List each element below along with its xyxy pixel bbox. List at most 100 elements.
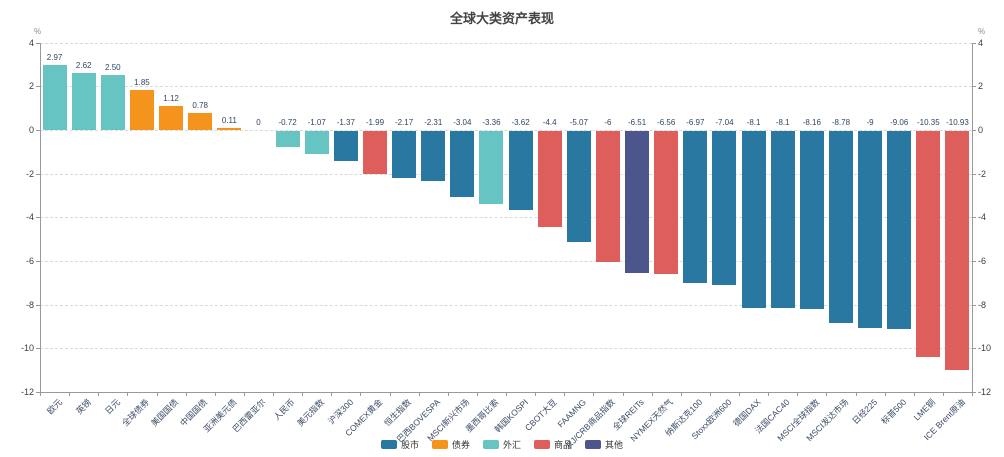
bar[interactable] <box>654 131 679 275</box>
bar[interactable] <box>799 131 824 310</box>
bar[interactable] <box>71 72 96 130</box>
legend-swatch-bond <box>431 440 448 449</box>
x-axis-tick <box>535 392 537 396</box>
x-axis-tick <box>69 392 71 396</box>
ytick-right <box>972 348 976 350</box>
y-axis-label-left: -4 <box>25 212 34 223</box>
legend-swatch-commodity <box>534 440 550 449</box>
bar[interactable] <box>392 131 417 179</box>
bar[interactable] <box>916 131 941 357</box>
x-axis-label: 美国国债 <box>149 397 181 429</box>
legend-item-other[interactable]: 其他 <box>585 438 623 451</box>
bar-value-label: -8.1 <box>746 118 761 127</box>
axis-unit-right: % <box>978 26 986 36</box>
bar[interactable] <box>508 131 533 211</box>
x-axis-tick <box>360 392 362 396</box>
x-axis-label: 欧元 <box>44 397 64 417</box>
y-axis-label-right: -10 <box>978 343 992 354</box>
bar[interactable] <box>333 131 358 161</box>
x-axis-label: 美元指数 <box>294 397 326 429</box>
y-axis-label-left: 0 <box>28 125 34 135</box>
x-axis-tick <box>273 392 274 396</box>
ytick-left <box>36 261 40 262</box>
y-axis-label-right: 4 <box>978 37 984 48</box>
bar-value-label: -6.97 <box>686 118 705 127</box>
ytick-right <box>972 217 976 219</box>
ytick-right <box>972 304 976 306</box>
bar[interactable] <box>537 131 562 228</box>
bar-value-label: -1.07 <box>307 118 326 127</box>
x-axis-tick <box>506 392 507 396</box>
bar[interactable] <box>566 131 591 242</box>
x-axis-tick <box>739 392 740 396</box>
bar[interactable] <box>188 112 213 130</box>
bar-value-label: -10.35 <box>916 118 940 127</box>
y-axis-line-left <box>40 42 41 392</box>
bar[interactable] <box>770 131 795 308</box>
bar[interactable] <box>421 131 446 182</box>
x-axis-tick <box>214 392 216 396</box>
legend-item-fx[interactable]: 外汇 <box>482 438 521 451</box>
bar[interactable] <box>129 89 154 130</box>
bar[interactable] <box>887 131 912 329</box>
x-axis-tick <box>156 392 158 396</box>
x-axis-tick <box>40 392 41 396</box>
bar[interactable] <box>683 131 708 284</box>
bar[interactable] <box>275 131 300 147</box>
y-axis-label-right: 0 <box>978 125 984 135</box>
bar[interactable] <box>450 131 475 198</box>
legend-label: 外汇 <box>502 440 521 450</box>
x-axis-tick <box>418 392 420 396</box>
gridline <box>40 86 972 88</box>
bar[interactable] <box>42 65 67 130</box>
bar[interactable] <box>159 105 184 130</box>
ytick-left <box>36 86 40 88</box>
bar[interactable] <box>828 131 853 323</box>
bar[interactable] <box>304 131 329 155</box>
legend-item-commodity[interactable]: 商品 <box>534 438 572 451</box>
bar[interactable] <box>100 75 125 130</box>
bar-value-label: -6.56 <box>657 118 676 127</box>
gridline <box>40 217 972 219</box>
bar-value-label: 0.11 <box>221 115 237 125</box>
bar[interactable] <box>625 131 650 274</box>
x-axis-tick <box>564 392 566 396</box>
legend-swatch-fx <box>482 440 499 449</box>
ytick-left <box>36 392 40 393</box>
bar[interactable] <box>945 131 970 370</box>
gridline <box>40 348 972 350</box>
axis-unit-left: % <box>34 26 42 36</box>
bar-value-label: -1.99 <box>365 118 385 127</box>
bar-value-label: -6 <box>604 118 612 127</box>
bar[interactable] <box>217 127 242 130</box>
x-axis-tick <box>651 392 653 396</box>
ytick-right <box>972 261 976 262</box>
bar[interactable] <box>595 131 620 262</box>
x-axis-tick <box>127 392 129 396</box>
y-axis-label-left: -8 <box>25 299 34 310</box>
legend-item-bond[interactable]: 债券 <box>431 438 470 451</box>
ytick-left <box>36 130 40 131</box>
x-axis-tick <box>302 392 304 396</box>
bar-value-label: -8.1 <box>775 118 790 127</box>
bar[interactable] <box>479 131 504 205</box>
x-axis-tick <box>709 392 711 396</box>
y-axis-label-right: -12 <box>978 387 992 397</box>
bar-value-label: -3.62 <box>511 118 530 127</box>
bar-value-label: 1.85 <box>134 77 150 87</box>
gridline <box>40 304 972 306</box>
bar[interactable] <box>712 131 737 285</box>
bar[interactable] <box>741 131 766 308</box>
legend-item-equity[interactable]: 股市 <box>380 438 419 451</box>
legend-label: 债券 <box>451 440 470 450</box>
bar[interactable] <box>858 131 883 328</box>
legend-label: 商品 <box>554 440 573 450</box>
x-axis-tick <box>476 392 478 396</box>
y-axis-label-left: -6 <box>25 256 34 266</box>
bar[interactable] <box>362 131 387 175</box>
y-axis-label-right: -2 <box>978 168 987 179</box>
bar-value-label: -2.17 <box>394 118 414 127</box>
x-axis-tick <box>942 392 944 396</box>
y-axis-label-left: -2 <box>25 168 34 179</box>
gridline <box>40 42 972 44</box>
